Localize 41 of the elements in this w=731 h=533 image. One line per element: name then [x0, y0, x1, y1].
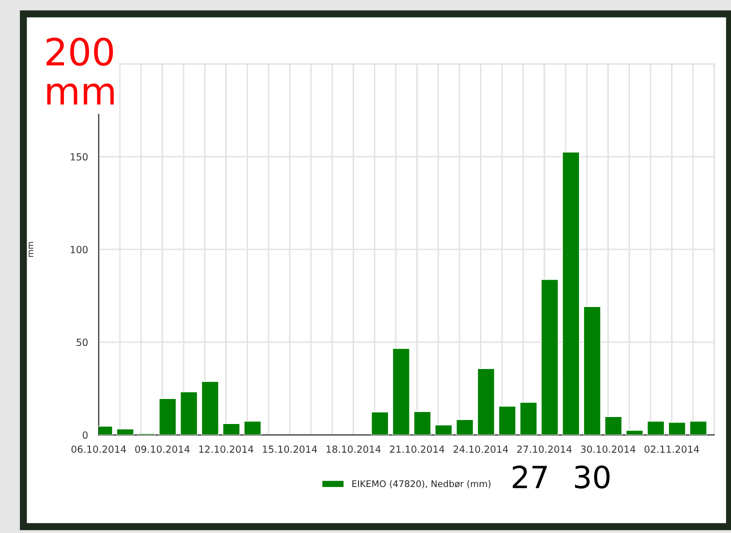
bar: [370, 412, 389, 435]
x-tick-label: 27.10.2014: [517, 446, 572, 453]
bar: [626, 430, 644, 435]
bar: [244, 420, 262, 435]
text: 30: [575, 465, 610, 489]
bar: [392, 348, 410, 435]
y-tick-label: 100: [70, 246, 88, 254]
bar: [477, 368, 495, 435]
bar: [116, 428, 134, 435]
bar: [413, 411, 432, 435]
bar: [562, 152, 580, 435]
x-tick-label: 09.10.2014: [135, 446, 190, 453]
bar: [540, 279, 559, 435]
bar: [158, 398, 177, 435]
y-tick-label: 150: [70, 153, 88, 161]
y-axis-title: mm: [28, 242, 34, 257]
bar: [583, 306, 602, 435]
bar: [668, 422, 686, 435]
text: 27: [512, 465, 547, 488]
annotation: 200 mm: [46, 38, 114, 105]
legend-label: EIKEMO (47820), Nedbør (mm): [352, 480, 490, 488]
x-tick-label: 02.11.2014: [644, 446, 700, 453]
y-tick-label: 50: [76, 338, 88, 346]
x-tick-label: 24.10.2014: [454, 446, 508, 453]
bar: [689, 420, 708, 435]
x-tick-label: 12.10.2014: [199, 446, 254, 453]
bar: [604, 416, 622, 435]
bar: [180, 391, 198, 435]
bar: [456, 419, 474, 435]
bar: [434, 424, 452, 435]
x-tick-label: 21.10.2014: [390, 446, 444, 453]
bar: [222, 423, 240, 435]
y-tick-label: 0: [82, 431, 88, 439]
x-tick-label: 06.10.2014: [71, 446, 126, 453]
bar: [201, 381, 220, 435]
bar: [498, 406, 516, 435]
x-tick-label: 15.10.2014: [262, 446, 317, 453]
bar: [520, 402, 538, 435]
x-tick-label: 30.10.2014: [580, 446, 636, 453]
x-tick-label: 18.10.2014: [326, 446, 381, 453]
bar: [646, 420, 665, 435]
